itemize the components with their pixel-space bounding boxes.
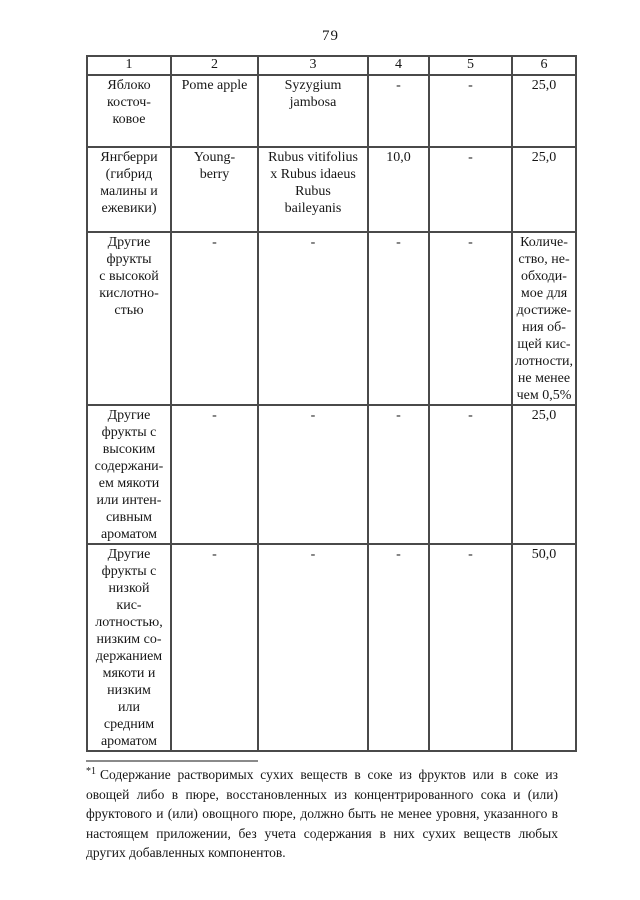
table-cell: Young- berry: [170, 146, 259, 233]
footnote-marker: *1: [86, 765, 96, 777]
table-cell: -: [257, 231, 369, 406]
column-header-6: 6: [511, 55, 577, 76]
table-row: Другие фрукты с высоким содержани- ем мя…: [86, 404, 577, 545]
table-cell: -: [428, 543, 513, 752]
table-row: Другие фрукты с высокой кислотно- стью -…: [86, 231, 577, 406]
table-cell: Pome apple: [170, 74, 259, 148]
table-row: Другие фрукты с низкой кис- лотностью, н…: [86, 543, 577, 752]
table-cell: -: [170, 404, 259, 545]
footnote: *1 Содержание растворимых сухих веществ в…: [86, 760, 558, 863]
column-header-1: 1: [86, 55, 172, 76]
footnote-text: *1 Содержание растворимых сухих веществ в…: [86, 765, 558, 863]
table-cell: -: [367, 231, 430, 406]
table-cell: 50,0: [511, 543, 577, 752]
column-header-3: 3: [257, 55, 369, 76]
table-cell: Количе- ство, не- обходи- мое для достиж…: [511, 231, 577, 406]
table-cell: -: [257, 543, 369, 752]
table-header-row: 1 2 3 4 5 6: [86, 55, 577, 76]
footnote-body: Содержание растворимых сухих веществ в с…: [86, 767, 558, 860]
table-cell: Яблоко косточ- ковое: [86, 74, 172, 148]
table-cell: -: [428, 146, 513, 233]
table-row: Яблоко косточ- ковое Pome apple Syzygium…: [86, 74, 577, 148]
table-cell: -: [170, 543, 259, 752]
table-cell: Другие фрукты с низкой кис- лотностью, н…: [86, 543, 172, 752]
table-cell: Янгберри (гибрид малины и ежевики): [86, 146, 172, 233]
table-cell: -: [428, 231, 513, 406]
table-cell: -: [170, 231, 259, 406]
column-header-4: 4: [367, 55, 430, 76]
page-number: 79: [322, 28, 339, 44]
column-header-5: 5: [428, 55, 513, 76]
table-cell: 25,0: [511, 404, 577, 545]
table-row: Янгберри (гибрид малины и ежевики) Young…: [86, 146, 577, 233]
table-cell: Rubus vitifolius х Rubus idaeus Rubus ba…: [257, 146, 369, 233]
table-cell: Syzygium jambosa: [257, 74, 369, 148]
fruit-requirements-table: 1 2 3 4 5 6 Яблоко косточ- ковое Pome ap…: [86, 55, 577, 752]
table-cell: -: [367, 543, 430, 752]
table-cell: -: [428, 74, 513, 148]
table-cell: -: [428, 404, 513, 545]
table-cell: -: [367, 404, 430, 545]
table-cell: Другие фрукты с высокой кислотно- стью: [86, 231, 172, 406]
table-cell: 25,0: [511, 74, 577, 148]
table-cell: -: [367, 74, 430, 148]
table-cell: -: [257, 404, 369, 545]
table-cell: 25,0: [511, 146, 577, 233]
footnote-separator-rule: [86, 760, 258, 762]
table-cell: Другие фрукты с высоким содержани- ем мя…: [86, 404, 172, 545]
column-header-2: 2: [170, 55, 259, 76]
table-cell: 10,0: [367, 146, 430, 233]
